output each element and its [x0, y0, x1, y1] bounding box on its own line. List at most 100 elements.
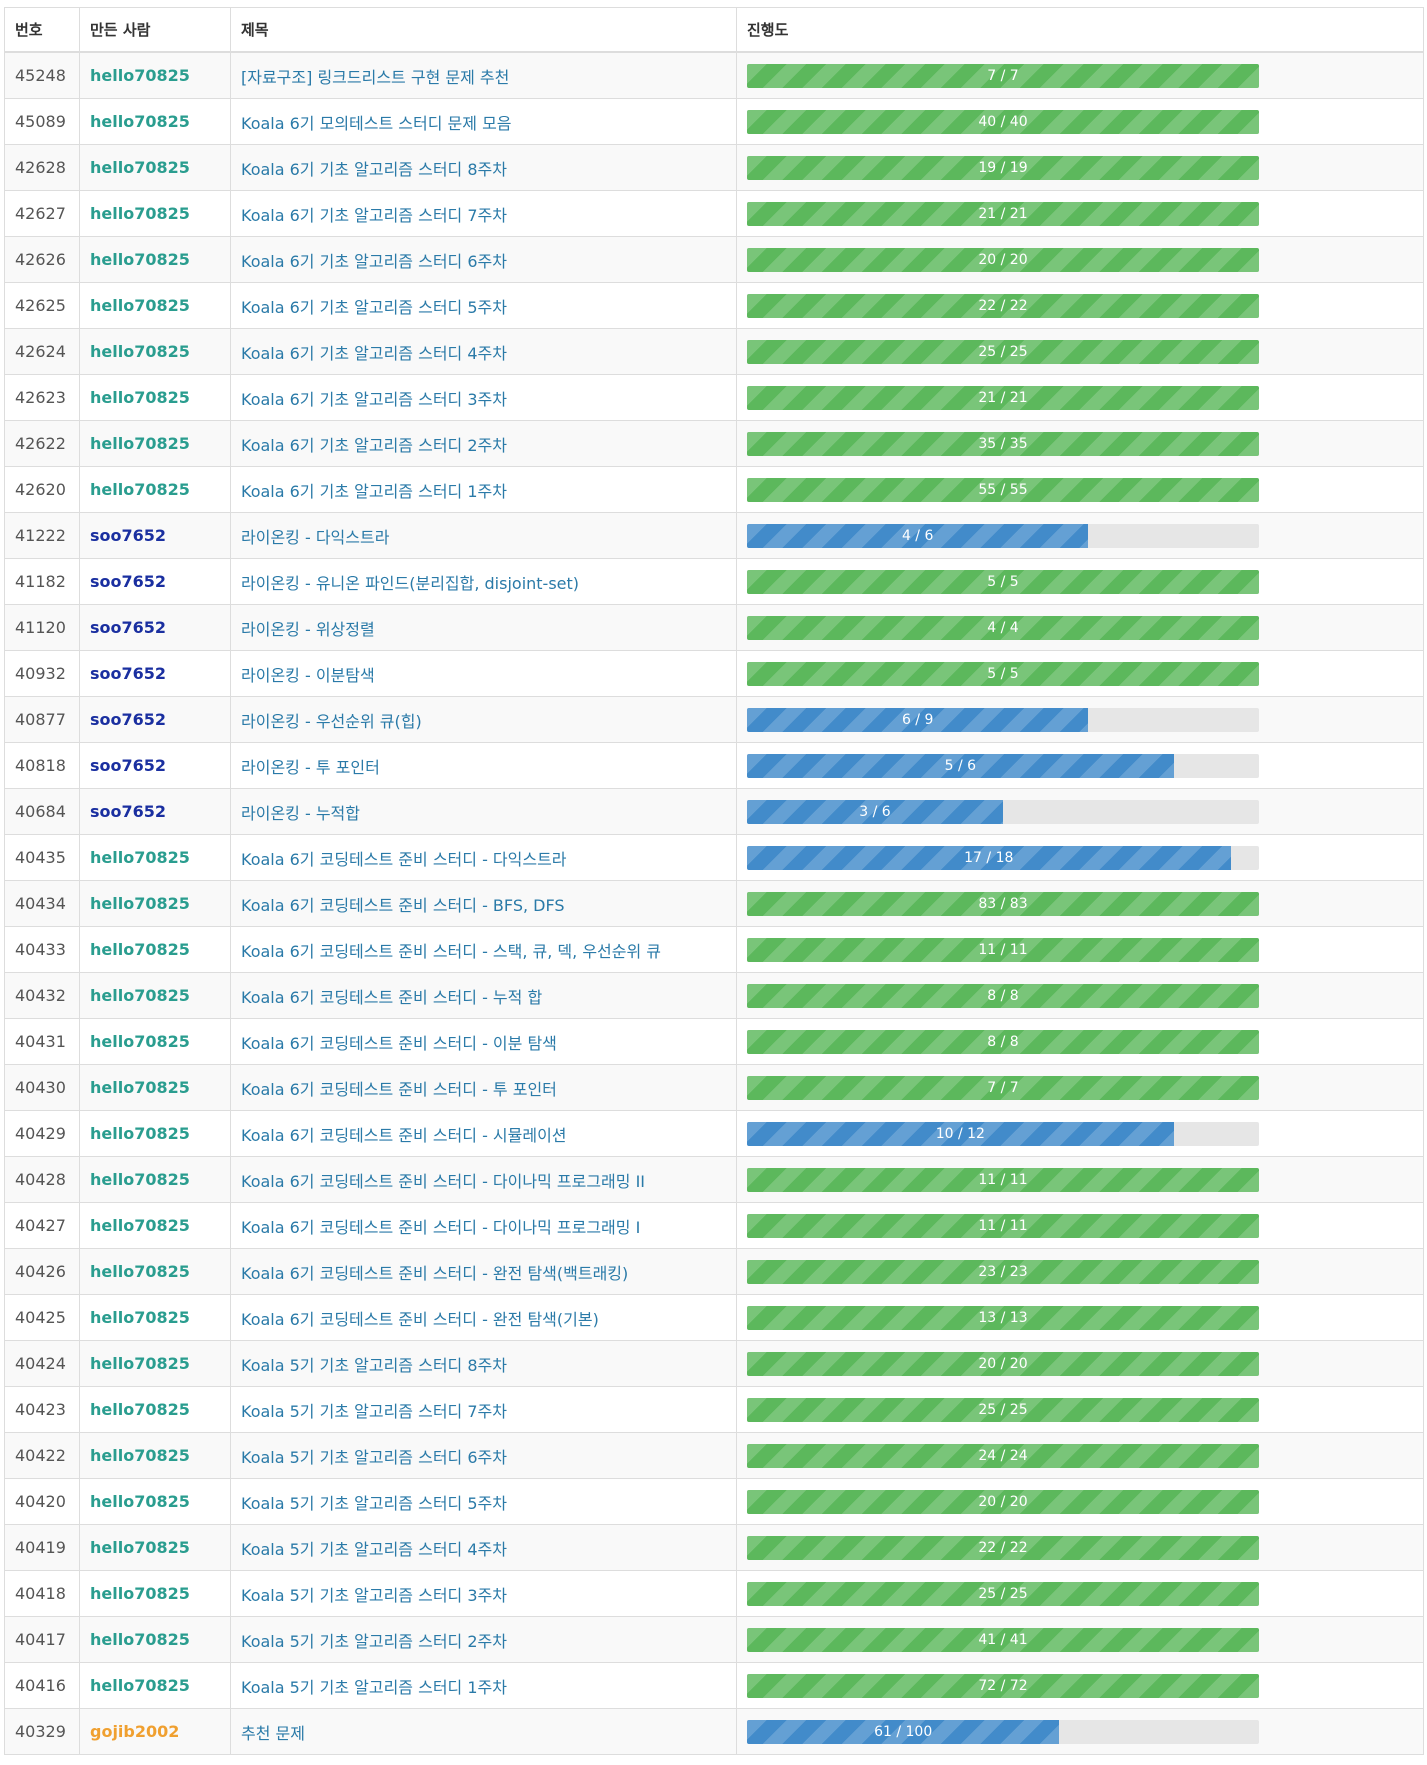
workbook-title-link[interactable]: Koala 6기 기초 알고리즘 스터디 5주차	[241, 297, 507, 317]
creator-link[interactable]: hello70825	[90, 158, 190, 177]
workbook-title-link[interactable]: Koala 6기 기초 알고리즘 스터디 8주차	[241, 159, 507, 179]
workbook-title-link[interactable]: 라이온킹 - 누적합	[241, 803, 360, 823]
progress-cell: 11 / 11	[736, 1202, 1424, 1249]
creator-link[interactable]: hello70825	[90, 1354, 190, 1373]
creator-link[interactable]: hello70825	[90, 1308, 190, 1327]
creator-link[interactable]: soo7652	[90, 618, 167, 637]
workbook-title-link[interactable]: Koala 6기 기초 알고리즘 스터디 2주차	[241, 435, 507, 455]
creator-link[interactable]: hello70825	[90, 434, 190, 453]
workbook-title-link[interactable]: Koala 6기 코딩테스트 준비 스터디 - 투 포인터	[241, 1079, 557, 1099]
creator-cell: hello70825	[79, 1202, 231, 1249]
creator-link[interactable]: hello70825	[90, 204, 190, 223]
creator-link[interactable]: hello70825	[90, 1170, 190, 1189]
workbook-title-link[interactable]: 라이온킹 - 투 포인터	[241, 757, 380, 777]
creator-link[interactable]: hello70825	[90, 1676, 190, 1695]
workbook-title-link[interactable]: Koala 6기 코딩테스트 준비 스터디 - 완전 탐색(기본)	[241, 1309, 599, 1329]
creator-link[interactable]: hello70825	[90, 480, 190, 499]
workbook-title-link[interactable]: Koala 5기 기초 알고리즘 스터디 6주차	[241, 1447, 507, 1467]
title-cell: Koala 6기 코딩테스트 준비 스터디 - 완전 탐색(백트래킹)	[230, 1248, 737, 1295]
creator-link[interactable]: soo7652	[90, 710, 167, 729]
creator-link[interactable]: soo7652	[90, 664, 167, 683]
workbook-title-link[interactable]: Koala 5기 기초 알고리즘 스터디 4주차	[241, 1539, 507, 1559]
table-row: 40430 hello70825 Koala 6기 코딩테스트 준비 스터디 - 투…	[4, 1064, 1424, 1111]
creator-link[interactable]: hello70825	[90, 1216, 190, 1235]
creator-link[interactable]: hello70825	[90, 1492, 190, 1511]
creator-link[interactable]: hello70825	[90, 250, 190, 269]
workbook-title-link[interactable]: Koala 6기 코딩테스트 준비 스터디 - 스택, 큐, 덱, 우선순위 큐	[241, 941, 662, 961]
workbook-title-link[interactable]: 추천 문제	[241, 1723, 305, 1743]
progress-bar: 11 / 11	[747, 1213, 1259, 1238]
creator-link[interactable]: hello70825	[90, 1538, 190, 1557]
workbook-title-link[interactable]: 라이온킹 - 다익스트라	[241, 527, 390, 547]
workbook-title-link[interactable]: [자료구조] 링크드리스트 구현 문제 추천	[241, 67, 510, 87]
workbook-title-link[interactable]: Koala 6기 기초 알고리즘 스터디 7주차	[241, 205, 507, 225]
progress-bar: 19 / 19	[747, 155, 1259, 180]
workbook-title-link[interactable]: Koala 5기 기초 알고리즘 스터디 7주차	[241, 1401, 507, 1421]
creator-link[interactable]: hello70825	[90, 1630, 190, 1649]
workbook-title-link[interactable]: Koala 6기 기초 알고리즘 스터디 1주차	[241, 481, 507, 501]
creator-link[interactable]: hello70825	[90, 1584, 190, 1603]
workbook-title-link[interactable]: Koala 5기 기초 알고리즘 스터디 1주차	[241, 1677, 507, 1697]
creator-cell: soo7652	[79, 742, 231, 789]
creator-link[interactable]: hello70825	[90, 940, 190, 959]
progress-cell: 20 / 20	[736, 1478, 1424, 1525]
title-cell: Koala 6기 기초 알고리즘 스터디 4주차	[230, 328, 737, 375]
workbook-title-link[interactable]: Koala 6기 기초 알고리즘 스터디 4주차	[241, 343, 507, 363]
progress-bar: 41 / 41	[747, 1627, 1259, 1652]
progress-bar-fill	[747, 845, 1231, 870]
table-row: 42622 hello70825 Koala 6기 기초 알고리즘 스터디 2주차 3…	[4, 420, 1424, 467]
creator-link[interactable]: soo7652	[90, 802, 167, 821]
workbook-title-link[interactable]: Koala 6기 코딩테스트 준비 스터디 - 시뮬레이션	[241, 1125, 567, 1145]
creator-link[interactable]: hello70825	[90, 1078, 190, 1097]
creator-link[interactable]: hello70825	[90, 894, 190, 913]
workbook-title-link[interactable]: Koala 6기 기초 알고리즘 스터디 6주차	[241, 251, 507, 271]
creator-link[interactable]: hello70825	[90, 66, 190, 85]
workbook-title-link[interactable]: Koala 5기 기초 알고리즘 스터디 2주차	[241, 1631, 507, 1651]
workbook-title-link[interactable]: 라이온킹 - 우선순위 큐(힙)	[241, 711, 422, 731]
workbook-title-link[interactable]: Koala 6기 기초 알고리즘 스터디 3주차	[241, 389, 507, 409]
creator-link[interactable]: soo7652	[90, 526, 167, 545]
creator-link[interactable]: hello70825	[90, 986, 190, 1005]
workbook-title-link[interactable]: Koala 6기 코딩테스트 준비 스터디 - 이분 탐색	[241, 1033, 557, 1053]
table-row: 45089 hello70825 Koala 6기 모의테스트 스터디 문제 모음 4…	[4, 98, 1424, 145]
title-cell: Koala 6기 기초 알고리즘 스터디 8주차	[230, 144, 737, 191]
creator-cell: hello70825	[79, 98, 231, 145]
progress-cell: 25 / 25	[736, 1386, 1424, 1433]
workbook-title-link[interactable]: Koala 6기 모의테스트 스터디 문제 모음	[241, 113, 512, 133]
progress-bar-fill	[747, 799, 1003, 824]
creator-link[interactable]: hello70825	[90, 1262, 190, 1281]
workbook-title-link[interactable]: 라이온킹 - 유니온 파인드(분리집합, disjoint-set)	[241, 573, 580, 593]
progress-label: 40 / 40	[978, 113, 1028, 130]
creator-link[interactable]: hello70825	[90, 296, 190, 315]
creator-link[interactable]: hello70825	[90, 342, 190, 361]
workbook-title-link[interactable]: Koala 6기 코딩테스트 준비 스터디 - 다이나믹 프로그래밍 II	[241, 1171, 646, 1191]
workbook-title-link[interactable]: Koala 6기 코딩테스트 준비 스터디 - BFS, DFS	[241, 895, 565, 915]
workbook-title-link[interactable]: Koala 6기 코딩테스트 준비 스터디 - 완전 탐색(백트래킹)	[241, 1263, 629, 1283]
creator-link[interactable]: hello70825	[90, 112, 190, 131]
progress-bar-fill	[747, 247, 1259, 272]
workbook-title-link[interactable]: Koala 5기 기초 알고리즘 스터디 8주차	[241, 1355, 507, 1375]
creator-link[interactable]: soo7652	[90, 572, 167, 591]
progress-label: 3 / 6	[859, 803, 891, 820]
creator-link[interactable]: gojib2002	[90, 1722, 180, 1741]
creator-cell: hello70825	[79, 51, 231, 99]
workbook-table: 번호 만든 사람 제목 진행도 45248 hello70825 [자료구조] 링크…	[4, 7, 1424, 1755]
creator-link[interactable]: hello70825	[90, 848, 190, 867]
creator-link[interactable]: hello70825	[90, 388, 190, 407]
workbook-title-link[interactable]: Koala 5기 기초 알고리즘 스터디 5주차	[241, 1493, 507, 1513]
creator-link[interactable]: hello70825	[90, 1124, 190, 1143]
creator-link[interactable]: hello70825	[90, 1446, 190, 1465]
workbook-title-link[interactable]: Koala 6기 코딩테스트 준비 스터디 - 다이나믹 프로그래밍 I	[241, 1217, 641, 1237]
progress-label: 22 / 22	[978, 1539, 1028, 1556]
table-row: 42620 hello70825 Koala 6기 기초 알고리즘 스터디 1주차 5…	[4, 466, 1424, 513]
creator-link[interactable]: soo7652	[90, 756, 167, 775]
workbook-title-link[interactable]: Koala 6기 코딩테스트 준비 스터디 - 누적 합	[241, 987, 543, 1007]
creator-link[interactable]: hello70825	[90, 1400, 190, 1419]
workbook-title-link[interactable]: 라이온킹 - 이분탐색	[241, 665, 375, 685]
workbook-title-link[interactable]: Koala 6기 코딩테스트 준비 스터디 - 다익스트라	[241, 849, 567, 869]
progress-bar-fill	[747, 569, 1259, 594]
progress-label: 25 / 25	[978, 343, 1028, 360]
creator-link[interactable]: hello70825	[90, 1032, 190, 1051]
workbook-title-link[interactable]: Koala 5기 기초 알고리즘 스터디 3주차	[241, 1585, 507, 1605]
workbook-title-link[interactable]: 라이온킹 - 위상정렬	[241, 619, 375, 639]
